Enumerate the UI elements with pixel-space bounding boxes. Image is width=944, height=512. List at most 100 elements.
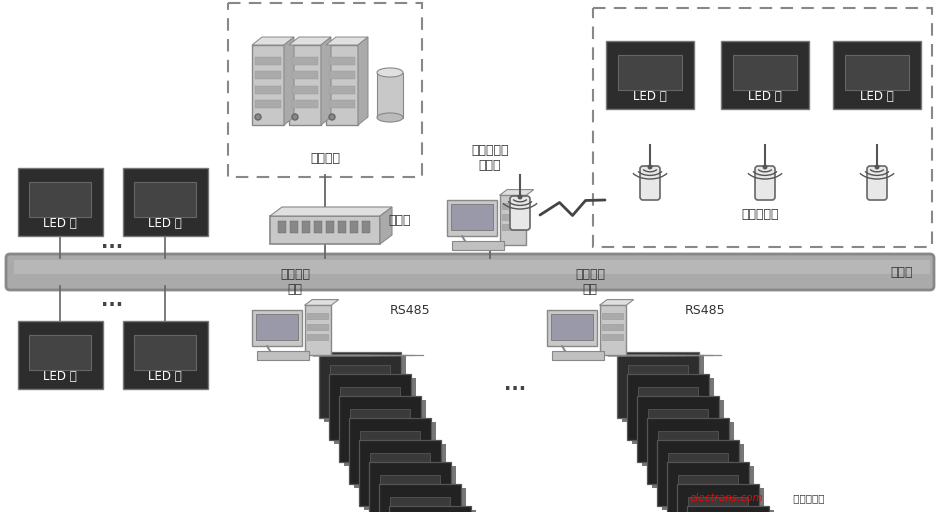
- Circle shape: [647, 164, 651, 169]
- Circle shape: [255, 114, 261, 120]
- Bar: [290, 221, 297, 233]
- Bar: [502, 214, 523, 220]
- Bar: [832, 41, 920, 109]
- Bar: [370, 453, 430, 487]
- Bar: [720, 41, 808, 109]
- Polygon shape: [321, 37, 330, 125]
- Bar: [255, 71, 280, 79]
- Bar: [671, 466, 753, 512]
- Bar: [667, 453, 727, 487]
- Bar: [601, 324, 623, 330]
- Text: 服务器群: 服务器群: [310, 152, 340, 164]
- Polygon shape: [252, 37, 294, 45]
- FancyBboxPatch shape: [639, 166, 659, 200]
- Bar: [557, 354, 574, 357]
- Bar: [329, 71, 355, 79]
- Ellipse shape: [377, 113, 402, 122]
- Text: 显示控制
终端: 显示控制 终端: [574, 268, 604, 296]
- Bar: [123, 168, 208, 236]
- Bar: [329, 57, 355, 65]
- Polygon shape: [270, 207, 392, 216]
- Bar: [313, 221, 322, 233]
- Text: RS485: RS485: [684, 304, 725, 316]
- Text: LED 屏: LED 屏: [148, 217, 181, 229]
- Ellipse shape: [377, 68, 402, 77]
- Bar: [329, 86, 355, 94]
- Bar: [390, 497, 449, 512]
- Circle shape: [517, 195, 522, 200]
- Bar: [688, 497, 747, 512]
- Bar: [377, 73, 402, 117]
- Bar: [626, 374, 708, 440]
- Bar: [651, 422, 733, 488]
- Bar: [628, 365, 687, 399]
- Bar: [374, 466, 456, 512]
- Bar: [450, 204, 493, 230]
- Bar: [379, 484, 461, 512]
- Bar: [601, 334, 623, 340]
- Bar: [359, 440, 441, 506]
- Bar: [691, 510, 773, 512]
- Bar: [648, 409, 707, 443]
- Bar: [662, 444, 743, 510]
- Polygon shape: [499, 189, 533, 195]
- Bar: [134, 335, 195, 370]
- Bar: [380, 475, 439, 509]
- Bar: [18, 321, 102, 389]
- Bar: [255, 86, 280, 94]
- Text: LED 屏: LED 屏: [43, 370, 76, 382]
- Circle shape: [762, 164, 767, 169]
- Bar: [292, 71, 318, 79]
- Text: ···: ···: [101, 295, 123, 314]
- Bar: [678, 475, 736, 509]
- FancyBboxPatch shape: [866, 166, 886, 200]
- Bar: [616, 352, 699, 418]
- Bar: [302, 221, 310, 233]
- Bar: [605, 41, 693, 109]
- Text: 以太网: 以太网: [889, 266, 912, 279]
- Bar: [348, 418, 430, 484]
- Bar: [617, 55, 681, 90]
- Bar: [123, 321, 208, 389]
- Bar: [292, 100, 318, 108]
- Bar: [292, 57, 318, 65]
- Bar: [304, 305, 330, 355]
- Bar: [362, 221, 370, 233]
- Bar: [656, 440, 738, 506]
- Bar: [350, 409, 409, 443]
- Bar: [257, 351, 309, 360]
- Text: LED 屏: LED 屏: [43, 217, 76, 229]
- Bar: [339, 396, 421, 462]
- Bar: [383, 488, 465, 512]
- Bar: [598, 305, 626, 355]
- Bar: [389, 506, 470, 512]
- Text: electrans.com: electrans.com: [689, 493, 763, 503]
- Polygon shape: [284, 37, 294, 125]
- Bar: [255, 57, 280, 65]
- Bar: [733, 55, 796, 90]
- Bar: [329, 100, 355, 108]
- Text: LED 屏: LED 屏: [859, 90, 893, 102]
- Bar: [632, 378, 714, 444]
- Bar: [666, 462, 749, 512]
- Bar: [845, 55, 908, 90]
- Bar: [270, 216, 379, 244]
- Bar: [551, 351, 603, 360]
- Text: RS485: RS485: [390, 304, 430, 316]
- Bar: [307, 324, 328, 330]
- Bar: [278, 221, 286, 233]
- Bar: [621, 356, 703, 422]
- FancyBboxPatch shape: [754, 166, 774, 200]
- Bar: [333, 378, 415, 444]
- Bar: [676, 484, 758, 512]
- Text: 无线显示屏: 无线显示屏: [740, 208, 778, 222]
- Polygon shape: [289, 37, 330, 45]
- Text: 无线显示控
制终端: 无线显示控 制终端: [471, 144, 508, 172]
- FancyBboxPatch shape: [6, 254, 933, 290]
- Text: LED 屏: LED 屏: [748, 90, 781, 102]
- Bar: [29, 182, 91, 217]
- Bar: [329, 374, 411, 440]
- Bar: [451, 241, 504, 250]
- Bar: [252, 310, 301, 346]
- Text: LED 屏: LED 屏: [643, 398, 672, 409]
